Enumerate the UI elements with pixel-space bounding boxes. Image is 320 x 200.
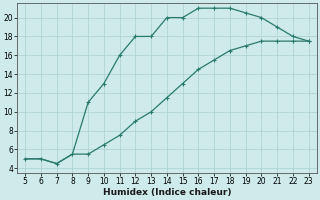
X-axis label: Humidex (Indice chaleur): Humidex (Indice chaleur) [103,188,231,197]
